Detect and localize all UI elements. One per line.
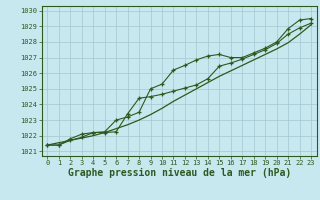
X-axis label: Graphe pression niveau de la mer (hPa): Graphe pression niveau de la mer (hPa)	[68, 168, 291, 178]
